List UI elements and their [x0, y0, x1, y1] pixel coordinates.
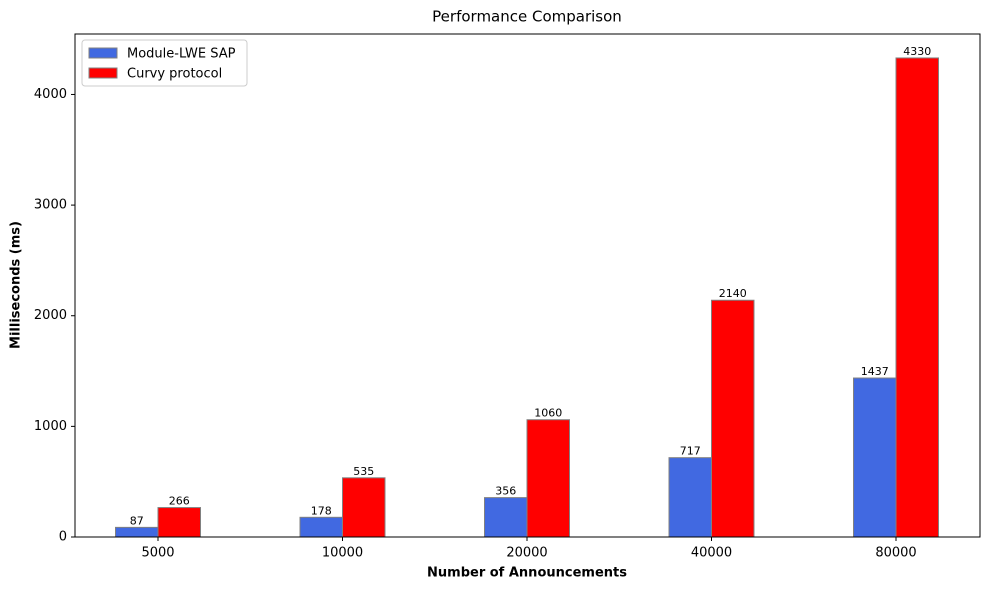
bar [115, 526, 159, 538]
y-axis-label: Milliseconds (ms) [9, 221, 24, 349]
x-tick-label: 40000 [691, 546, 732, 561]
y-tick-label: 0 [59, 530, 67, 545]
value-label: 1437 [861, 365, 889, 378]
y-tick-label: 1000 [34, 419, 67, 434]
x-axis-label: Number of Announcements [427, 566, 627, 581]
value-label: 266 [169, 495, 190, 508]
bar [484, 497, 528, 538]
legend-swatch [88, 67, 118, 79]
bar [668, 457, 712, 538]
value-label: 2140 [719, 287, 747, 300]
value-label: 356 [495, 485, 516, 498]
bar [342, 477, 386, 538]
legend-label: Curvy protocol [127, 67, 222, 82]
chart-title: Performance Comparison [432, 8, 622, 26]
bar [853, 377, 897, 538]
y-tick-label: 4000 [34, 87, 67, 102]
x-tick-label: 5000 [141, 546, 174, 561]
bar [526, 419, 570, 538]
x-tick-label: 80000 [875, 546, 916, 561]
bar [895, 57, 939, 538]
bar [157, 507, 201, 538]
y-tick-label: 2000 [34, 308, 67, 323]
x-tick-label: 10000 [322, 546, 363, 561]
x-tick-label: 20000 [506, 546, 547, 561]
value-label: 1060 [534, 407, 562, 420]
value-label: 178 [311, 504, 332, 517]
legend-label: Module-LWE SAP [127, 47, 236, 62]
value-label: 87 [130, 514, 144, 527]
bar [299, 516, 343, 538]
value-label: 4330 [903, 45, 931, 58]
bar [711, 299, 755, 538]
value-label: 535 [353, 465, 374, 478]
plot-frame [74, 33, 981, 538]
value-label: 717 [680, 445, 701, 458]
y-tick-label: 3000 [34, 198, 67, 213]
legend-swatch [88, 47, 118, 59]
legend-box [81, 39, 248, 87]
